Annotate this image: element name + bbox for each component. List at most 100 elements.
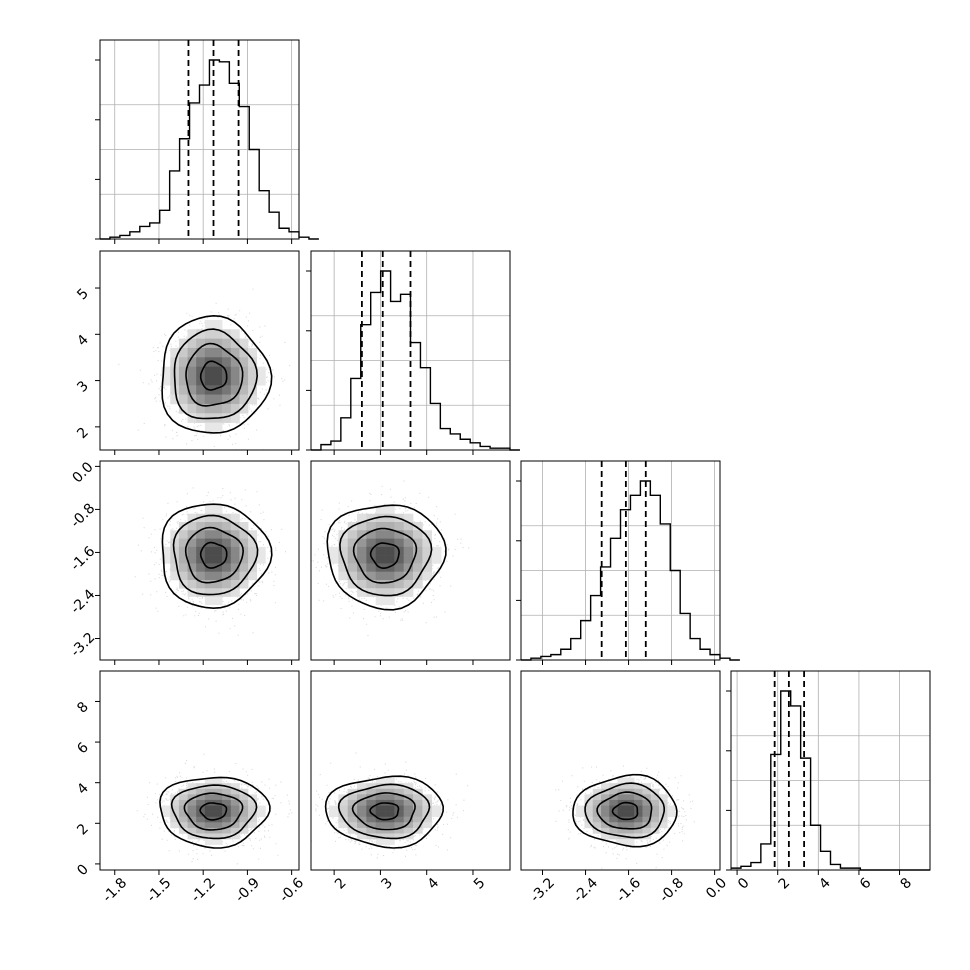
density-cell xyxy=(394,811,405,817)
density-cell xyxy=(170,805,180,812)
density-cell xyxy=(431,805,442,812)
density-cell xyxy=(394,816,405,823)
density-cell xyxy=(196,827,206,834)
density-cell xyxy=(230,329,240,339)
x-tick-label: -1.8 xyxy=(100,875,131,906)
density-cell xyxy=(213,588,223,597)
density-cell xyxy=(256,546,266,556)
density-cell xyxy=(248,794,258,801)
density-cell xyxy=(230,347,240,358)
density-cell xyxy=(329,546,339,556)
panel-frame xyxy=(520,460,721,661)
hist-panel-2 xyxy=(516,460,740,661)
density-cell xyxy=(230,513,240,523)
density-cell xyxy=(385,521,395,531)
density-cell xyxy=(196,329,206,339)
density-cell xyxy=(248,357,258,367)
density-cell xyxy=(187,347,197,358)
density-cell xyxy=(403,563,414,572)
density-cell xyxy=(609,822,618,829)
density-cell xyxy=(204,579,214,589)
density-cell xyxy=(634,816,643,823)
density-cell xyxy=(385,579,395,589)
density-cell xyxy=(230,385,240,395)
density-cell xyxy=(213,385,223,395)
density-cell xyxy=(222,579,232,589)
density-cell xyxy=(366,783,377,790)
density-cell xyxy=(357,822,367,829)
density-cell xyxy=(213,375,223,386)
density-cell xyxy=(222,413,232,423)
density-cell xyxy=(375,794,386,801)
density-cell xyxy=(394,799,405,806)
histogram-step xyxy=(100,59,319,240)
density-cell xyxy=(422,546,433,556)
density-cell xyxy=(403,788,414,795)
density-cell xyxy=(375,555,386,564)
density-cell xyxy=(204,588,214,597)
density-cell xyxy=(347,827,358,834)
density-cell xyxy=(222,822,232,829)
density-cell xyxy=(213,357,223,367)
density-cell xyxy=(204,811,214,817)
density-cell xyxy=(248,811,258,817)
density-cell xyxy=(204,319,214,330)
density-cell xyxy=(239,347,249,358)
density-cell xyxy=(178,530,188,539)
density-cell xyxy=(213,839,223,845)
density-cell xyxy=(375,513,386,523)
x-tick-label: -1.6 xyxy=(613,875,644,906)
density-cell xyxy=(213,530,223,539)
density-cell xyxy=(385,530,395,539)
density-cell xyxy=(385,783,395,790)
density-cell xyxy=(422,538,433,548)
density-cell xyxy=(178,571,188,581)
density-cell xyxy=(178,357,188,367)
density-cell xyxy=(375,833,386,840)
density-cell xyxy=(187,588,197,597)
contour xyxy=(185,342,244,407)
density-cell xyxy=(357,513,367,523)
y-tick-label: -1.6 xyxy=(68,543,99,574)
density-cell xyxy=(230,366,240,377)
panel-frame xyxy=(310,250,511,451)
density-cell xyxy=(650,799,660,806)
density-cell xyxy=(187,403,197,414)
density-cell xyxy=(385,563,395,572)
density-cell xyxy=(617,777,627,784)
density-cell xyxy=(196,366,206,377)
density-cell xyxy=(431,546,442,556)
density-cell xyxy=(650,788,660,795)
density-cell xyxy=(196,788,206,795)
density-cell xyxy=(248,546,258,556)
density-cell xyxy=(385,833,395,840)
density-cell xyxy=(204,596,214,606)
density-cell xyxy=(230,375,240,386)
y-tick-label: 4 xyxy=(74,332,92,350)
density-cell xyxy=(413,816,423,823)
contour xyxy=(324,775,445,849)
density-cell xyxy=(403,822,414,829)
density-cell xyxy=(204,403,214,414)
density-cell xyxy=(204,571,214,581)
density-cell xyxy=(239,579,249,589)
density-cell xyxy=(187,799,197,806)
density-cell xyxy=(196,822,206,829)
density-cell xyxy=(329,555,339,564)
density-cell xyxy=(338,563,349,572)
density-cell xyxy=(366,788,377,795)
density-cell xyxy=(178,811,188,817)
density-cell xyxy=(659,805,668,812)
density-cell xyxy=(222,521,232,531)
density-cell xyxy=(248,822,258,829)
density-cell xyxy=(230,538,240,548)
density-cell xyxy=(413,822,423,829)
density-cell xyxy=(625,811,635,817)
hist-panel-3 xyxy=(726,670,931,871)
density-cell xyxy=(347,788,358,795)
density-cell xyxy=(248,530,258,539)
y-tick-label: 0 xyxy=(74,861,92,879)
density-cell xyxy=(394,571,405,581)
y-tick-label: 6 xyxy=(74,740,92,758)
panel-frame xyxy=(99,460,300,661)
